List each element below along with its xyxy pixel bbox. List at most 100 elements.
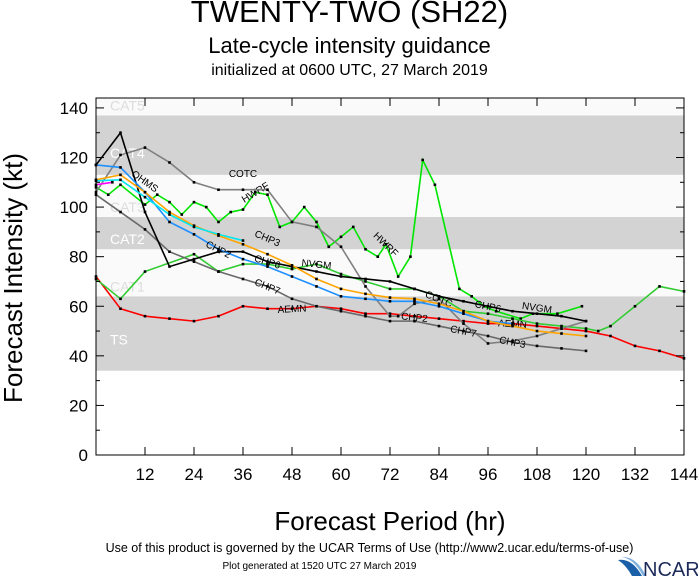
x-tick-label: 60: [332, 465, 351, 484]
data-point: [119, 183, 122, 187]
band-label: CAT3: [110, 199, 145, 215]
data-point: [364, 297, 367, 301]
data-point: [388, 314, 392, 318]
data-point: [609, 334, 612, 338]
data-point: [315, 220, 318, 224]
data-point: [486, 304, 490, 308]
band-cat3: [96, 174, 684, 217]
data-point: [584, 329, 588, 333]
data-point: [315, 262, 318, 266]
data-point: [437, 297, 441, 301]
data-point: [241, 262, 245, 266]
terms-of-use-text: Use of this product is governed by the U…: [105, 541, 634, 555]
data-point: [217, 220, 220, 224]
y-axis-label: Forecast Intensity (kt): [0, 153, 28, 403]
x-tick-label: 84: [430, 465, 449, 484]
data-point: [168, 200, 171, 204]
data-point: [168, 317, 171, 320]
x-tick-label: 120: [572, 465, 600, 484]
data-point: [413, 302, 416, 306]
data-point: [241, 242, 245, 246]
data-point: [315, 304, 318, 308]
data-point: [658, 349, 661, 353]
data-point: [192, 180, 196, 184]
data-point: [266, 188, 269, 192]
data-point: [143, 146, 147, 149]
data-point: [364, 285, 367, 288]
data-point: [413, 319, 416, 323]
data-point: [192, 319, 196, 323]
data-point: [388, 296, 392, 299]
data-point: [229, 210, 233, 214]
data-point: [609, 324, 612, 328]
data-point: [486, 342, 490, 345]
data-point: [437, 295, 441, 298]
data-point: [168, 250, 171, 254]
x-tick-label: 108: [523, 465, 551, 484]
data-point: [376, 255, 380, 258]
data-point: [266, 265, 269, 268]
series-line: [95, 181, 113, 186]
data-point: [437, 302, 441, 306]
band-ts: [96, 296, 684, 371]
data-point: [486, 319, 490, 323]
data-point: [413, 299, 416, 303]
x-tick-label: 144: [670, 465, 698, 484]
data-point: [384, 242, 388, 246]
data-point: [119, 210, 122, 214]
data-point: [155, 193, 159, 196]
data-point: [413, 297, 416, 301]
data-point: [560, 314, 563, 318]
data-point: [339, 295, 343, 298]
data-point: [278, 225, 282, 229]
data-point: [119, 153, 122, 157]
data-point: [290, 275, 294, 278]
data-point: [192, 225, 196, 229]
data-point: [462, 319, 465, 323]
data-point: [535, 312, 539, 315]
data-point: [168, 220, 171, 224]
data-point: [168, 161, 171, 164]
data-point: [290, 220, 294, 224]
band-cat4: [96, 115, 684, 175]
chart-title: TWENTY-TWO (SH22): [190, 0, 509, 29]
data-point: [339, 272, 343, 276]
data-point: [143, 203, 147, 206]
data-point: [119, 131, 122, 135]
data-point: [192, 252, 196, 256]
data-point: [535, 344, 539, 348]
data-point: [217, 270, 220, 273]
data-point: [584, 319, 588, 323]
data-point: [339, 275, 343, 278]
data-point: [217, 250, 220, 254]
data-point: [217, 314, 220, 318]
series-label: NVGM: [301, 258, 332, 272]
y-tick-label: 40: [69, 347, 88, 366]
data-point: [462, 329, 465, 333]
series-label: CHP7: [449, 324, 478, 340]
data-point: [241, 250, 245, 254]
data-point: [486, 334, 490, 338]
data-point: [560, 332, 563, 335]
data-point: [535, 329, 539, 333]
data-point: [535, 334, 539, 338]
y-tick-label: 80: [69, 248, 88, 267]
data-point: [315, 225, 318, 229]
x-tick-label: 72: [381, 465, 400, 484]
data-point: [241, 277, 245, 281]
data-point: [241, 188, 245, 192]
data-point: [241, 208, 245, 211]
data-point: [633, 304, 637, 308]
data-point: [351, 225, 355, 229]
data-point: [119, 307, 122, 311]
data-point: [437, 304, 441, 308]
data-point: [192, 233, 196, 236]
data-point: [437, 324, 441, 328]
series-line: [95, 146, 587, 345]
data-point: [556, 312, 559, 315]
data-point: [119, 178, 122, 182]
band-label: TS: [110, 332, 128, 348]
data-point: [437, 317, 441, 320]
y-tick-label: 100: [60, 198, 88, 217]
